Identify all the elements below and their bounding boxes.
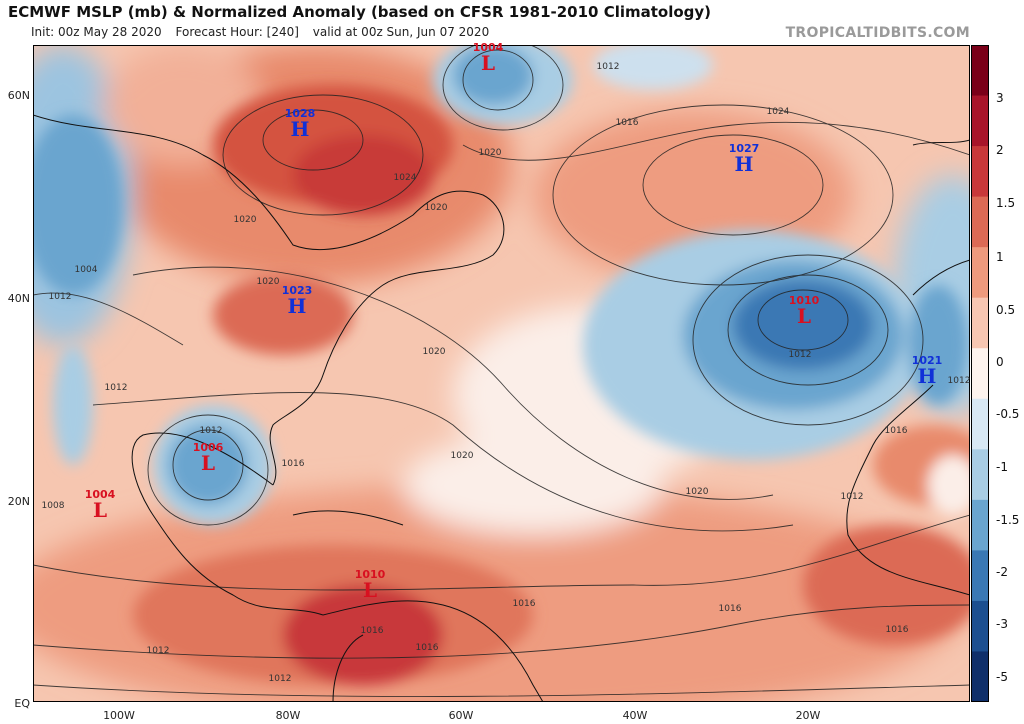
colorbar-segment [971, 247, 989, 299]
isobars [33, 45, 970, 697]
isobar-label: 1016 [415, 643, 439, 653]
colorbar-label: 1 [996, 250, 1004, 264]
high-pressure-center: 1023 H [281, 284, 313, 318]
isobar-label: 1020 [450, 451, 474, 461]
lon-label: 40W [622, 709, 648, 722]
colorbar-label: 0 [996, 355, 1004, 369]
low-pressure-center: 1004 L [472, 41, 504, 75]
low-pressure-center: 1006 L [192, 441, 224, 475]
isobar-label: 1016 [512, 599, 536, 609]
isobar-label: 1012 [199, 426, 223, 436]
colorbar-label: -1.5 [996, 513, 1020, 527]
colorbar-segment [971, 45, 989, 97]
colorbar-label: -0.5 [996, 407, 1020, 421]
init-time: Init: 00z May 28 2020 [31, 25, 162, 39]
colorbar-segment [971, 600, 989, 652]
coastlines [33, 114, 970, 702]
isobar-label: 1024 [393, 173, 417, 183]
isobar-label: 1016 [885, 625, 909, 635]
high-pressure-center: 1027 H [728, 142, 760, 176]
lon-label: 60W [448, 709, 474, 722]
lon-label: 20W [795, 709, 821, 722]
forecast-info: Init: 00z May 28 2020 Forecast Hour: [24… [31, 25, 499, 39]
isobar-label: 1020 [422, 347, 446, 357]
colorbar-segment [971, 651, 989, 702]
isobar-label: 1012 [947, 376, 971, 386]
colorbar-segment [971, 95, 989, 147]
colorbar-segment [971, 297, 989, 349]
colorbar-label: 1.5 [996, 196, 1016, 210]
colorbar-segment [971, 146, 989, 198]
colorbar-label: 3 [996, 91, 1004, 105]
isobar-label: 1012 [596, 62, 620, 72]
high-pressure-center: 1021 H [911, 354, 943, 388]
lat-label: EQ [14, 697, 30, 710]
colorbar-label: -1 [996, 460, 1008, 474]
isobar-label: 1020 [424, 203, 448, 213]
isobar-label: 1020 [685, 487, 709, 497]
isobar-label: 1016 [360, 626, 384, 636]
lat-label: 20N [7, 495, 30, 508]
isobar-label: 1016 [884, 426, 908, 436]
colorbar-segment [971, 499, 989, 551]
isobar-label: 1020 [256, 277, 280, 287]
site-brand: TROPICALTIDBITS.COM [785, 25, 970, 41]
valid-time: valid at 00z Sun, Jun 07 2020 [312, 25, 490, 39]
lon-label: 100W [103, 709, 135, 722]
lon-label: 80W [275, 709, 301, 722]
isobar-label: 1016 [615, 118, 639, 128]
isobar-label: 1008 [41, 501, 65, 511]
colorbar-segment [971, 398, 989, 450]
high-pressure-center: 1028 H [284, 107, 316, 141]
colorbar-label: -5 [996, 670, 1008, 684]
isobar-label: 1012 [788, 350, 812, 360]
isobar-label: 1012 [840, 492, 864, 502]
colorbar-label: 0.5 [996, 303, 1016, 317]
isobar-label: 1012 [48, 292, 72, 302]
colorbar-label: -3 [996, 617, 1008, 631]
isobar-label: 1012 [146, 646, 170, 656]
colorbar-segment [971, 449, 989, 501]
isobar-label: 1016 [718, 604, 742, 614]
colorbar-segment [971, 550, 989, 602]
low-pressure-center: 1004 L [84, 488, 116, 522]
isobar-label: 1012 [104, 383, 128, 393]
isobar-label: 1004 [74, 265, 98, 275]
forecast-hour: Forecast Hour: [240] [175, 25, 299, 39]
isobar-label: 1020 [478, 148, 502, 158]
isobar-label: 1016 [281, 459, 305, 469]
colorbar-label: -2 [996, 565, 1008, 579]
isobar-label: 1012 [268, 674, 292, 684]
low-pressure-center: 1010 L [354, 568, 386, 602]
isobar-label: 1020 [233, 215, 257, 225]
colorbar-label: 2 [996, 143, 1004, 157]
colorbar-segment [971, 196, 989, 248]
colorbar-segment [971, 348, 989, 400]
isobar-label: 1024 [766, 107, 790, 117]
map-title: ECMWF MSLP (mb) & Normalized Anomaly (ba… [8, 3, 712, 21]
colorbar [971, 45, 989, 702]
lat-label: 60N [7, 89, 30, 102]
anomaly-map [33, 45, 970, 702]
lat-label: 40N [7, 292, 30, 305]
low-pressure-center: 1010 L [788, 294, 820, 328]
